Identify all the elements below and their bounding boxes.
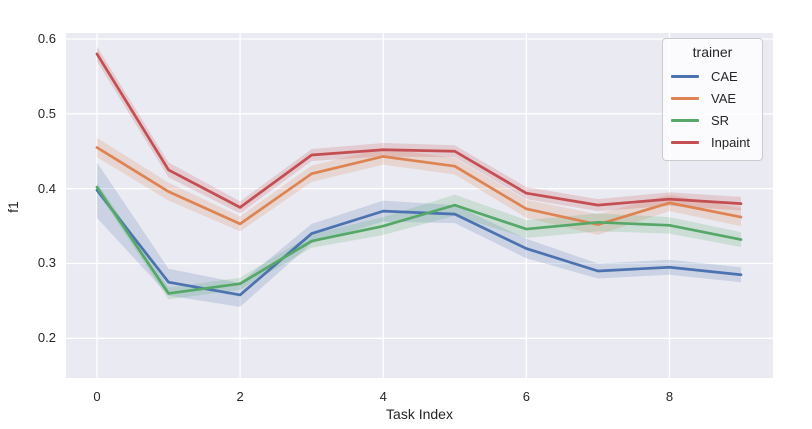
legend-line-swatch-cae (671, 74, 699, 78)
legend-line-swatch-sr (671, 118, 699, 122)
legend-label: VAE (711, 90, 737, 106)
plot-area: trainer CAE VAE SR Inpaint (66, 33, 773, 378)
y-tick-label: 0.5 (37, 105, 56, 121)
legend-label: CAE (711, 68, 738, 84)
y-tick-label: 0.6 (37, 30, 56, 46)
legend-label: Inpaint (711, 134, 751, 150)
x-tick-label: 0 (93, 389, 101, 404)
y-axis-label: f1 (5, 201, 21, 213)
y-tick-label: 0.2 (37, 330, 56, 346)
legend: trainer CAE VAE SR Inpaint (662, 38, 763, 161)
y-tick-label: 0.4 (37, 180, 56, 196)
legend-label: SR (711, 112, 730, 128)
legend-item-sr: SR (671, 109, 754, 131)
x-tick-label: 2 (236, 389, 244, 404)
legend-line-swatch-inpaint (671, 140, 699, 144)
x-axis-label: Task Index (386, 406, 453, 422)
legend-title: trainer (692, 44, 733, 60)
y-tick-label: 0.3 (37, 255, 56, 271)
legend-item-vae: VAE (671, 87, 754, 109)
x-tick-label: 6 (522, 389, 530, 404)
legend-item-cae: CAE (671, 65, 754, 87)
legend-item-inpaint: Inpaint (671, 131, 754, 153)
x-tick-label: 8 (665, 389, 674, 404)
x-tick-label: 4 (379, 389, 387, 404)
legend-line-swatch-vae (671, 96, 699, 100)
chart-canvas (66, 33, 773, 378)
